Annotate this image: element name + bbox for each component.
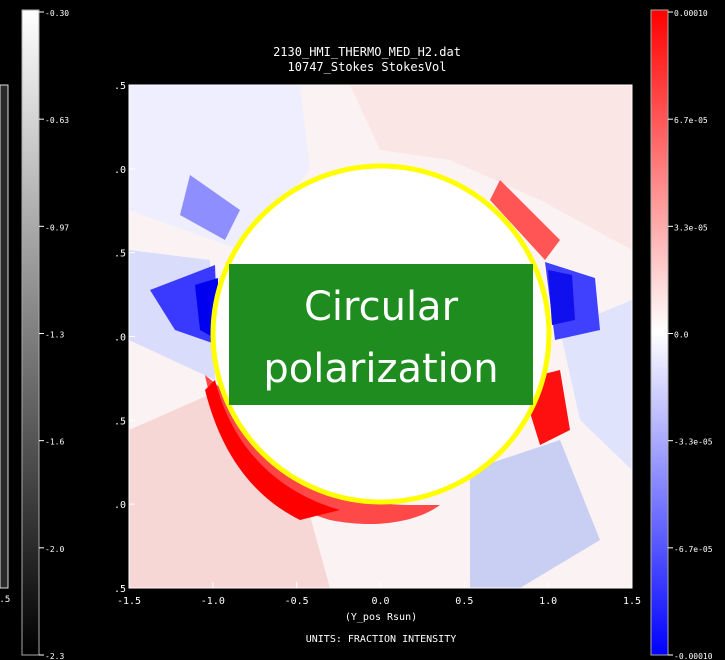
x-tick-label: -1.5 — [117, 596, 141, 607]
colorbar-tick-label: -2.0 — [45, 545, 64, 554]
y-tick-label: .0 — [114, 500, 126, 511]
colorbar-tick-label: -6.7e-05 — [674, 545, 713, 554]
x-tick-label: -0.5 — [285, 596, 309, 607]
region-faint-blue-bottomright — [470, 440, 600, 588]
x-tick-label: 0.5 — [455, 596, 473, 607]
left-panel-fragment — [0, 84, 9, 589]
x-tick-label: 1.5 — [623, 596, 641, 607]
colorbar-tick-label: -1.3 — [45, 331, 64, 340]
region-faint-red-top — [350, 85, 632, 250]
y-tick-label: .5 — [114, 81, 126, 92]
x-tick-label: 0.0 — [371, 596, 389, 607]
y-tick-label: .0 — [114, 165, 126, 176]
overlay-label-line2: polarization — [263, 346, 498, 392]
colorbar-tick-label: -1.6 — [45, 438, 64, 447]
colorbar-tick-label: -3.3e-05 — [674, 438, 713, 447]
region-faint-red-bottomleft — [129, 390, 330, 588]
x-axis-label: (Y_pos Rsun) — [345, 612, 417, 623]
region-red-arc — [205, 375, 440, 525]
x-tick-label: 1.0 — [539, 596, 557, 607]
colorbar-tick-label: 6.7e-05 — [674, 116, 708, 125]
overlay-label-box — [229, 264, 533, 405]
y-tick-label: .0 — [114, 333, 126, 344]
region-faint-blue-right — [560, 300, 632, 470]
y-tick-label: .5 — [114, 584, 126, 595]
region-red-arc-inner — [205, 380, 340, 520]
left-colorbar — [21, 9, 40, 656]
left-panel-tick: 1.5 — [0, 595, 10, 605]
units-label: UNITS: FRACTION INTENSITY — [306, 634, 457, 645]
left-colorbar-ticks: -0.30 -0.63 -0.97 -1.3 -1.6 -2.0 -2.3 — [39, 9, 69, 660]
chart-title: 2130_HMI_THERMO_MED_H2.dat — [273, 45, 461, 59]
right-colorbar — [650, 9, 669, 656]
region-faint-blue-topleft — [129, 85, 310, 250]
y-tick-label: .5 — [114, 249, 126, 260]
colorbar-tick-label: 0.00010 — [674, 9, 708, 18]
x-axis-ticks: -1.5 -1.0 -0.5 0.0 0.5 1.0 1.5 — [117, 582, 641, 607]
y-axis-ticks: .5 .0 .5 .0 .5 .0 .5 — [114, 81, 135, 595]
colorbar-tick-label: 0.0 — [674, 331, 689, 340]
y-tick-label: .5 — [114, 416, 126, 427]
region-red-upperright — [490, 180, 560, 260]
colorbar-tick-label: -0.97 — [45, 223, 69, 232]
x-tick-label: -1.0 — [201, 596, 225, 607]
chart-subtitle: 10747_Stokes StokesVol — [288, 60, 447, 74]
right-colorbar-ticks: 0.00010 6.7e-05 3.3e-05 0.0 -3.3e-05 -6.7e-05… — [668, 9, 713, 660]
colorbar-tick-label: -0.00010 — [674, 652, 713, 660]
region-blue-topleft — [180, 175, 240, 240]
overlay-label-line1: Circular — [304, 284, 459, 330]
region-blue-right-core — [548, 270, 575, 325]
colorbar-tick-label: 3.3e-05 — [674, 223, 708, 232]
colorbar-tick-label: -0.30 — [45, 9, 69, 18]
colorbar-tick-label: -2.3 — [45, 652, 64, 660]
colorbar-tick-label: -0.63 — [45, 116, 69, 125]
